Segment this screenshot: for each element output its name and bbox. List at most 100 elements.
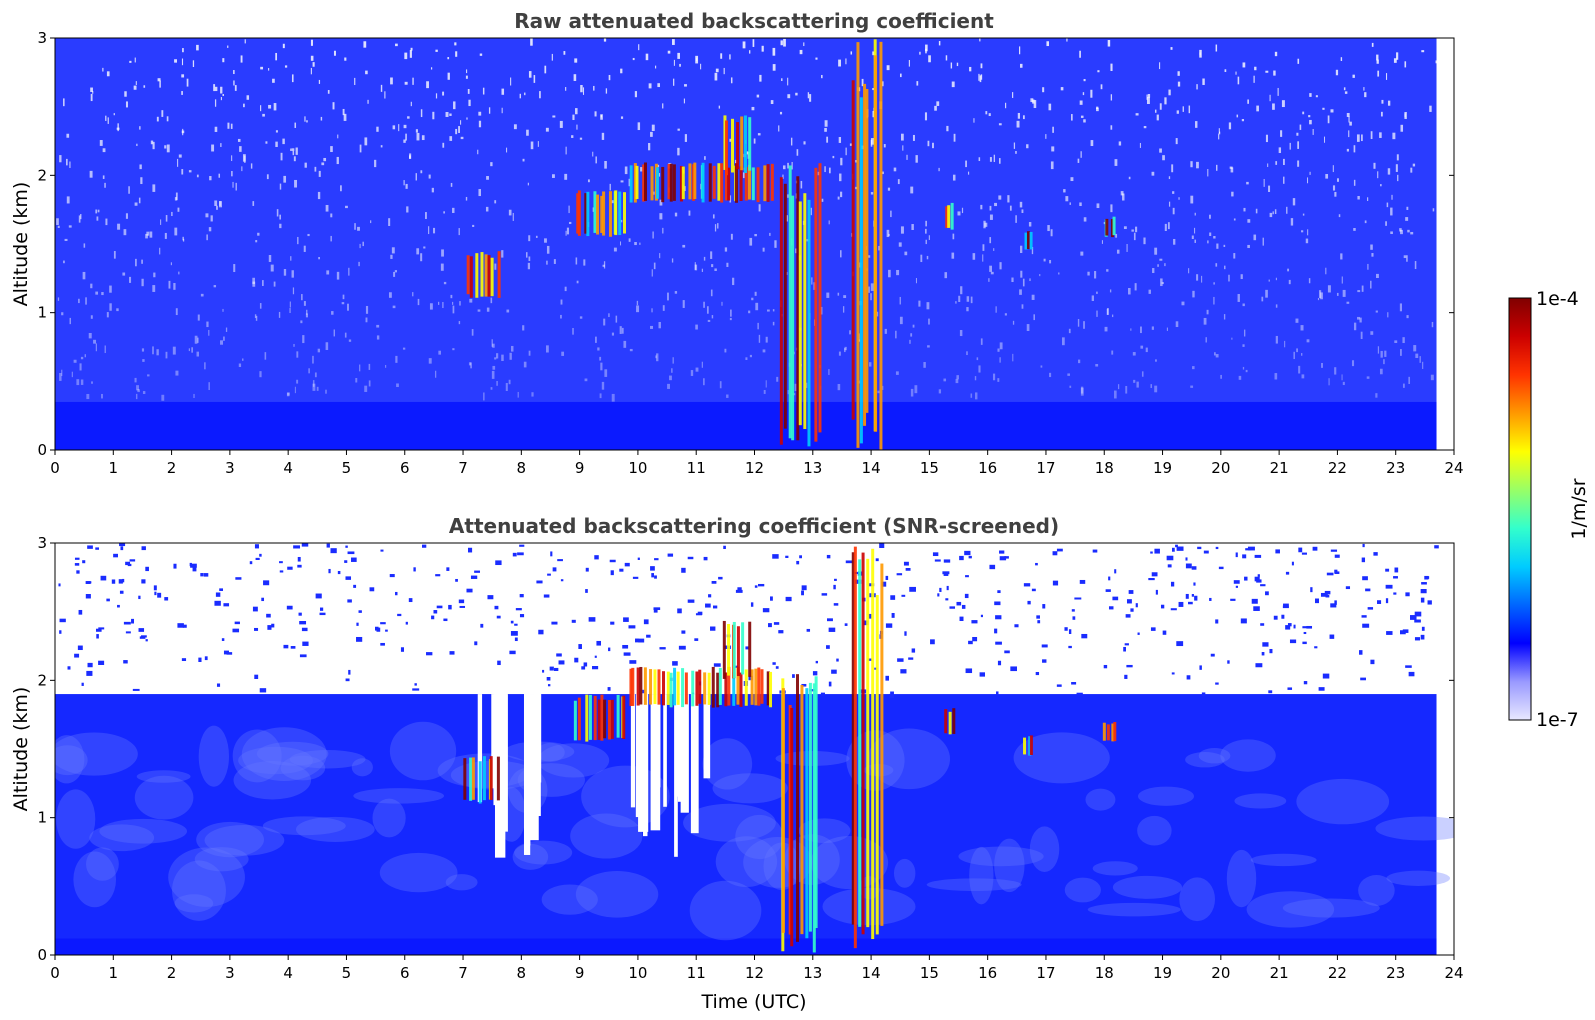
noise-speck [428,174,431,179]
noise-speck [1033,314,1035,321]
noise-speck [1370,280,1372,289]
noise-speck [365,305,369,314]
cloud-column [1026,231,1030,250]
noise-speck [1116,249,1120,254]
noise-speck [1377,70,1380,77]
noise-speck [483,392,485,401]
noise-speck [478,189,482,197]
residual-speck [1310,587,1313,593]
aerosol-patch [1092,861,1138,876]
residual-speck [650,566,655,571]
noise-speck [61,369,63,377]
noise-speck [706,306,709,314]
noise-speck [1206,309,1209,315]
noise-speck [537,141,539,147]
noise-speck [1269,94,1271,102]
residual-speck [745,646,749,650]
noise-speck [895,330,897,339]
noise-speck [837,196,840,200]
residual-speck [1260,623,1265,626]
noise-speck [1268,185,1271,192]
residual-speck [1260,584,1266,587]
residual-speck [1301,552,1307,555]
noise-speck [78,298,80,304]
noise-speck [494,200,497,204]
colorbar-unit-label: 1/m/sr [1568,478,1590,539]
aerosol-patch [868,728,951,790]
cloud-column [766,164,770,202]
noise-speck [90,315,93,319]
noise-speck [682,244,686,248]
noise-speck [1207,240,1209,244]
x-tick-label: 9 [575,964,585,982]
noise-speck [870,138,874,145]
residual-speck [1125,614,1131,618]
noise-speck [1190,385,1194,388]
noise-speck [273,281,276,287]
noise-speck [572,114,575,121]
noise-speck [559,120,563,128]
noise-speck [244,39,246,44]
residual-speck [293,545,301,549]
aerosol-patch [241,727,327,782]
residual-speck [1185,563,1192,569]
noise-speck [1247,244,1250,249]
noise-speck [233,70,235,75]
residual-speck [1394,567,1399,573]
residual-speck [123,660,128,664]
residual-speck [1240,618,1247,624]
noise-speck [1135,113,1139,116]
noise-speck [357,226,360,231]
noise-speck [416,248,420,255]
residual-speck [138,595,141,600]
residual-speck [845,560,853,564]
noise-speck [662,227,664,234]
residual-speck [654,575,657,579]
noise-speck [156,349,159,356]
noise-speck [135,393,138,400]
residual-speck [897,658,904,662]
residual-speck [519,544,525,547]
cloud-column [818,163,822,433]
noise-speck [886,65,890,71]
noise-speck [584,378,588,382]
residual-speck [519,594,524,598]
noise-speck [965,160,967,168]
noise-speck [222,308,224,312]
noise-speck [608,74,611,81]
noise-speck [576,124,578,130]
noise-speck [230,123,233,129]
residual-speck [353,584,357,588]
noise-speck [989,157,992,162]
noise-speck [915,155,918,163]
noise-speck [527,182,529,186]
residual-speck [1330,603,1337,608]
noise-speck [501,354,504,361]
noise-speck [66,133,70,138]
residual-speck [458,599,465,604]
residual-speck [1287,687,1293,690]
noise-speck [438,301,440,305]
noise-speck [1031,246,1034,255]
residual-speck [989,564,996,570]
cloud-column [750,669,754,705]
residual-speck [678,645,686,650]
residual-speck [1400,630,1406,635]
noise-speck [1146,96,1150,105]
residual-speck [772,662,776,665]
cloud-column [717,163,721,201]
noise-speck [471,329,474,336]
noise-speck [455,128,458,135]
noise-speck [767,309,770,312]
residual-speck [994,601,1001,606]
noise-speck [1123,226,1127,229]
residual-speck [574,657,579,663]
residual-speck [385,629,388,632]
noise-speck [1046,41,1050,47]
noise-speck [844,348,846,353]
aerosol-patch [1013,732,1110,784]
noise-speck [86,393,90,400]
residual-speck [942,571,950,575]
residual-speck [687,556,694,560]
noise-speck [729,138,732,142]
